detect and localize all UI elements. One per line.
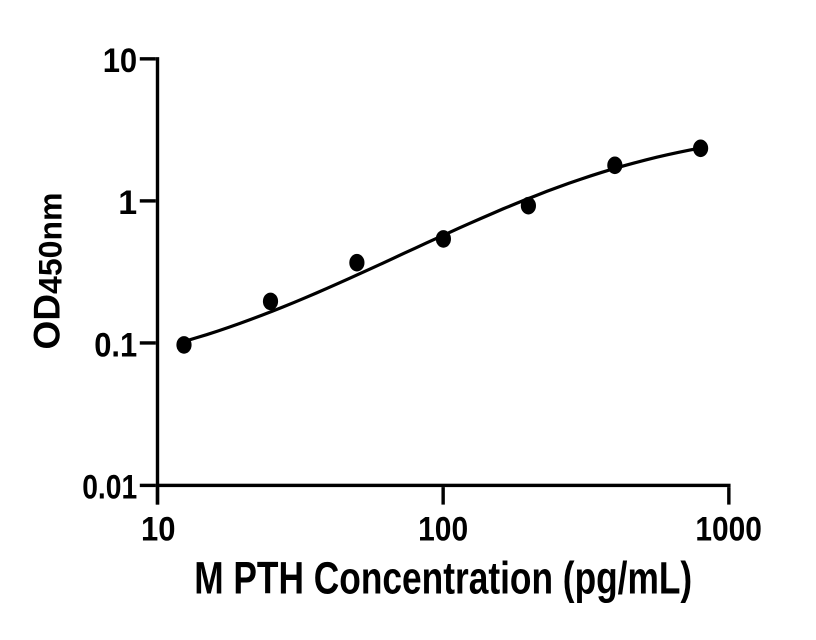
svg-text:OD450nm: OD450nm [26, 193, 68, 350]
svg-text:100: 100 [418, 511, 468, 549]
svg-text:1000: 1000 [695, 511, 762, 549]
svg-text:0.1: 0.1 [94, 326, 137, 364]
svg-text:0.01: 0.01 [82, 468, 137, 506]
svg-text:1: 1 [118, 184, 137, 222]
svg-text:10: 10 [141, 511, 176, 549]
svg-text:10: 10 [103, 42, 138, 80]
svg-text:M PTH Concentration (pg/mL): M PTH Concentration (pg/mL) [194, 552, 692, 603]
